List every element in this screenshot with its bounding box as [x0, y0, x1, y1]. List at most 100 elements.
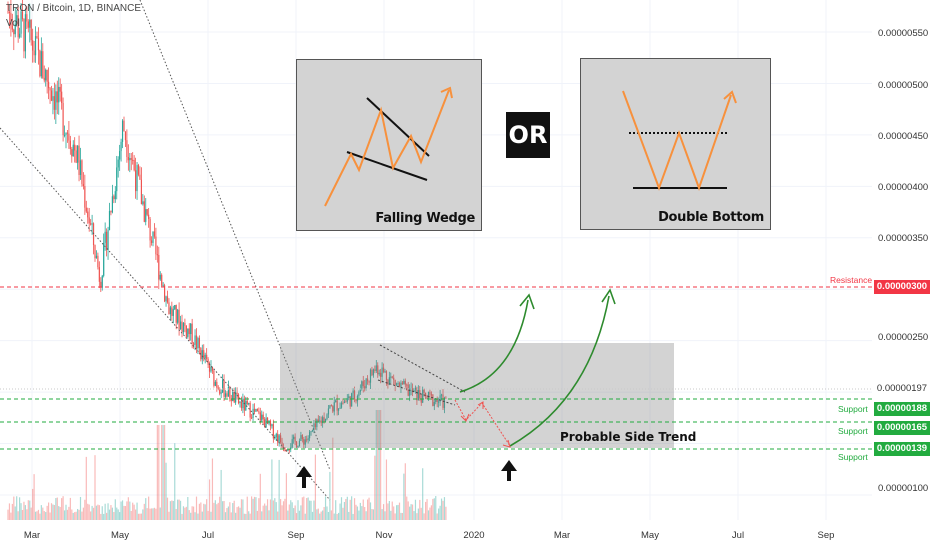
- candle-body: [330, 405, 332, 407]
- volume-bar: [277, 511, 279, 520]
- volume-bar: [443, 497, 446, 520]
- volume-bar: [249, 513, 251, 520]
- price-tick: 0.00000450: [878, 131, 929, 142]
- volume-bar: [265, 505, 267, 520]
- volume-bar: [223, 500, 225, 520]
- candle-body: [304, 439, 306, 445]
- candle-body: [261, 414, 263, 421]
- candle-body: [21, 11, 24, 20]
- candle-body: [72, 144, 74, 157]
- axis-corner: [872, 520, 932, 550]
- candle-body: [79, 160, 82, 175]
- candle-body: [322, 417, 324, 423]
- candle-body: [393, 377, 395, 380]
- candle-body: [113, 196, 115, 200]
- candle-body: [30, 19, 32, 41]
- candle-body: [135, 170, 137, 192]
- volume-bar: [10, 512, 12, 520]
- volume-bar: [182, 506, 185, 520]
- candle-body: [124, 131, 127, 141]
- volume-bar: [340, 497, 343, 520]
- candle-body: [429, 391, 431, 395]
- candle-body: [121, 120, 124, 142]
- volume-bar: [65, 504, 67, 520]
- candle-body: [336, 400, 338, 411]
- volume-bar: [169, 501, 171, 520]
- time-axis[interactable]: Mar May Jul Sep Nov 2020 Mar May Jul Sep: [0, 520, 872, 550]
- candle-body: [155, 236, 157, 255]
- volume-bar: [438, 508, 440, 520]
- candle-body: [172, 309, 174, 316]
- candle-body: [242, 398, 244, 409]
- volume-bar: [72, 512, 74, 520]
- volume-bar: [313, 500, 315, 520]
- volume-bar: [34, 511, 37, 520]
- candle-body: [120, 141, 122, 152]
- candle-body: [166, 296, 169, 303]
- candle-body: [251, 417, 253, 419]
- price-tick: 0.00000350: [878, 233, 929, 244]
- volume-bar: [445, 506, 447, 520]
- volume-bar: [198, 503, 200, 520]
- candle-body: [42, 51, 44, 78]
- volume-bar: [397, 504, 399, 520]
- volume-bar: [414, 499, 417, 520]
- price-chart[interactable]: [0, 0, 872, 520]
- candle-body: [162, 285, 164, 287]
- volume-bar: [264, 503, 266, 520]
- volume-bar: [233, 500, 235, 520]
- falling-wedge-label: Falling Wedge: [375, 211, 475, 226]
- volume-bar: [317, 508, 319, 520]
- candle-body: [324, 418, 327, 422]
- volume-bar: [52, 504, 54, 520]
- volume-bar: [387, 503, 389, 520]
- volume-bar: [284, 498, 286, 520]
- volume-bar: [127, 497, 129, 520]
- volume-bar: [61, 498, 63, 520]
- volume-bar: [193, 506, 195, 520]
- volume-bar: [220, 469, 222, 520]
- support-price-tag-2: 0.00000165: [874, 421, 930, 435]
- candle-body: [387, 379, 389, 385]
- volume-bar: [74, 512, 76, 520]
- candle-body: [148, 214, 150, 220]
- volume-bar: [187, 496, 189, 520]
- volume-bar: [40, 505, 42, 520]
- volume-bar: [287, 510, 289, 520]
- volume-bar: [420, 507, 422, 520]
- price-axis[interactable]: 0.00000550 0.00000500 0.00000450 0.00000…: [872, 0, 932, 520]
- volume-bar: [272, 500, 274, 520]
- candle-body: [367, 378, 369, 382]
- candle-body: [174, 305, 176, 310]
- candle-body: [333, 402, 335, 412]
- candle-body: [107, 230, 109, 250]
- candle-body: [132, 159, 134, 161]
- volume-bar: [355, 504, 357, 520]
- candle-body: [310, 430, 312, 432]
- candle-body: [19, 33, 21, 38]
- candle-body: [361, 381, 363, 389]
- volume-bar: [294, 505, 296, 520]
- candle-body: [264, 419, 266, 428]
- volume-bar: [159, 507, 161, 520]
- candle-body: [208, 364, 211, 372]
- candle-body: [194, 335, 196, 345]
- volume-bar: [375, 410, 377, 520]
- volume-bar: [229, 502, 231, 520]
- volume-bar: [301, 497, 303, 520]
- volume-bar: [204, 504, 206, 520]
- candle-body: [288, 449, 290, 451]
- candle-body: [129, 158, 131, 161]
- volume-bar: [226, 508, 228, 520]
- volume-bar: [103, 513, 105, 520]
- volume-bar: [69, 497, 71, 520]
- volume-bar: [436, 513, 438, 520]
- candle-body: [258, 411, 260, 413]
- volume-bar: [245, 513, 247, 520]
- volume-bar: [126, 501, 128, 520]
- candle-body: [219, 388, 221, 394]
- candle-body: [246, 400, 248, 405]
- volume-bar: [43, 511, 45, 520]
- volume-bar: [190, 512, 192, 520]
- candle-body: [362, 381, 364, 387]
